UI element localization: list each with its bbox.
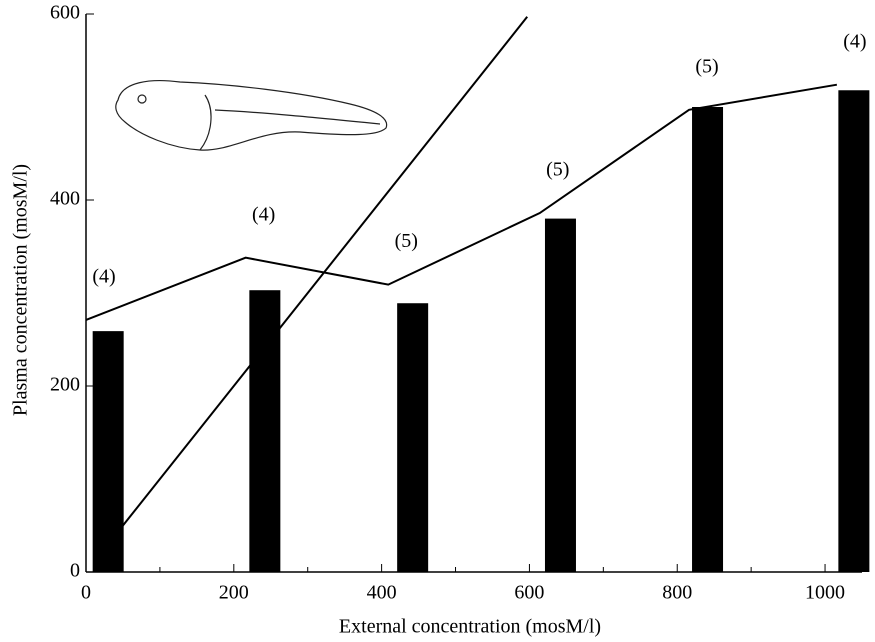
y-axis-label: Plasma concentration (mosM/l) [10,164,32,416]
x-tick-label: 200 [219,582,249,604]
x-tick-label: 400 [367,582,397,604]
x-tick-label: 600 [514,582,544,604]
bar [545,219,576,572]
x-axis-label: External concentration (mosM/l) [339,616,601,638]
x-tick-label: 0 [81,582,91,604]
sample-size-label: (4) [252,203,275,225]
bar [692,107,723,572]
sample-size-label: (4) [843,30,866,52]
chart: External concentration (mosM/l) Plasma c… [0,0,875,642]
line [86,85,837,320]
sample-size-label: (5) [695,55,718,77]
y-tick-label: 400 [50,188,80,210]
x-tick-label: 1000 [805,582,845,604]
sample-size-label: (4) [92,266,115,288]
bar [838,90,869,572]
bar [397,303,428,572]
sample-size-label: (5) [395,230,418,252]
bar [93,331,124,572]
y-tick-label: 200 [50,374,80,396]
sample-size-label: (5) [546,159,569,181]
y-tick-label: 600 [50,2,80,24]
x-tick-label: 800 [662,582,692,604]
tadpole-illustration [116,81,387,151]
line [97,17,527,558]
y-tick-label: 0 [70,560,80,582]
